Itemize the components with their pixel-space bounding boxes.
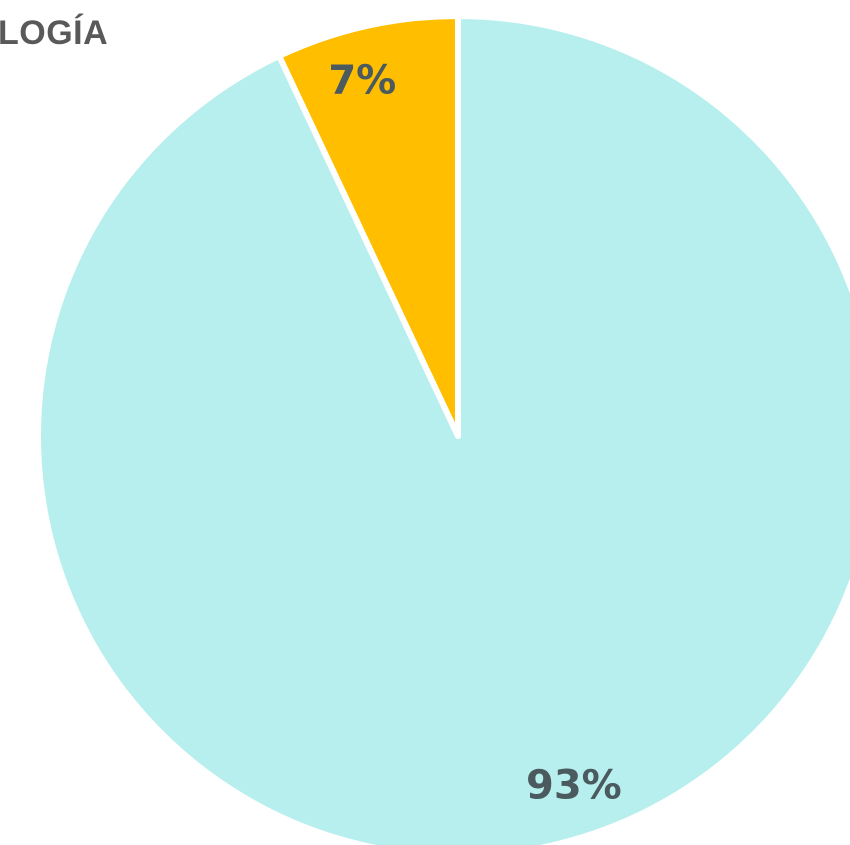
pie-slice-93pct xyxy=(34,13,850,845)
labels-layer: 93% 7% xyxy=(328,57,621,808)
slice-label-93pct: 93% xyxy=(526,762,622,808)
pie-slice-7pct xyxy=(276,13,461,439)
slice-label-7pct: 7% xyxy=(328,57,396,103)
chart-title: LOGÍA xyxy=(0,14,109,52)
slices-layer xyxy=(34,13,850,845)
